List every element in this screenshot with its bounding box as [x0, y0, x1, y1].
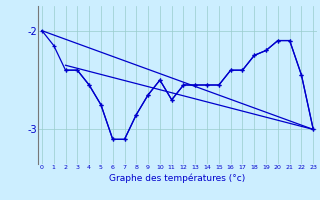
X-axis label: Graphe des températures (°c): Graphe des températures (°c) — [109, 173, 246, 183]
